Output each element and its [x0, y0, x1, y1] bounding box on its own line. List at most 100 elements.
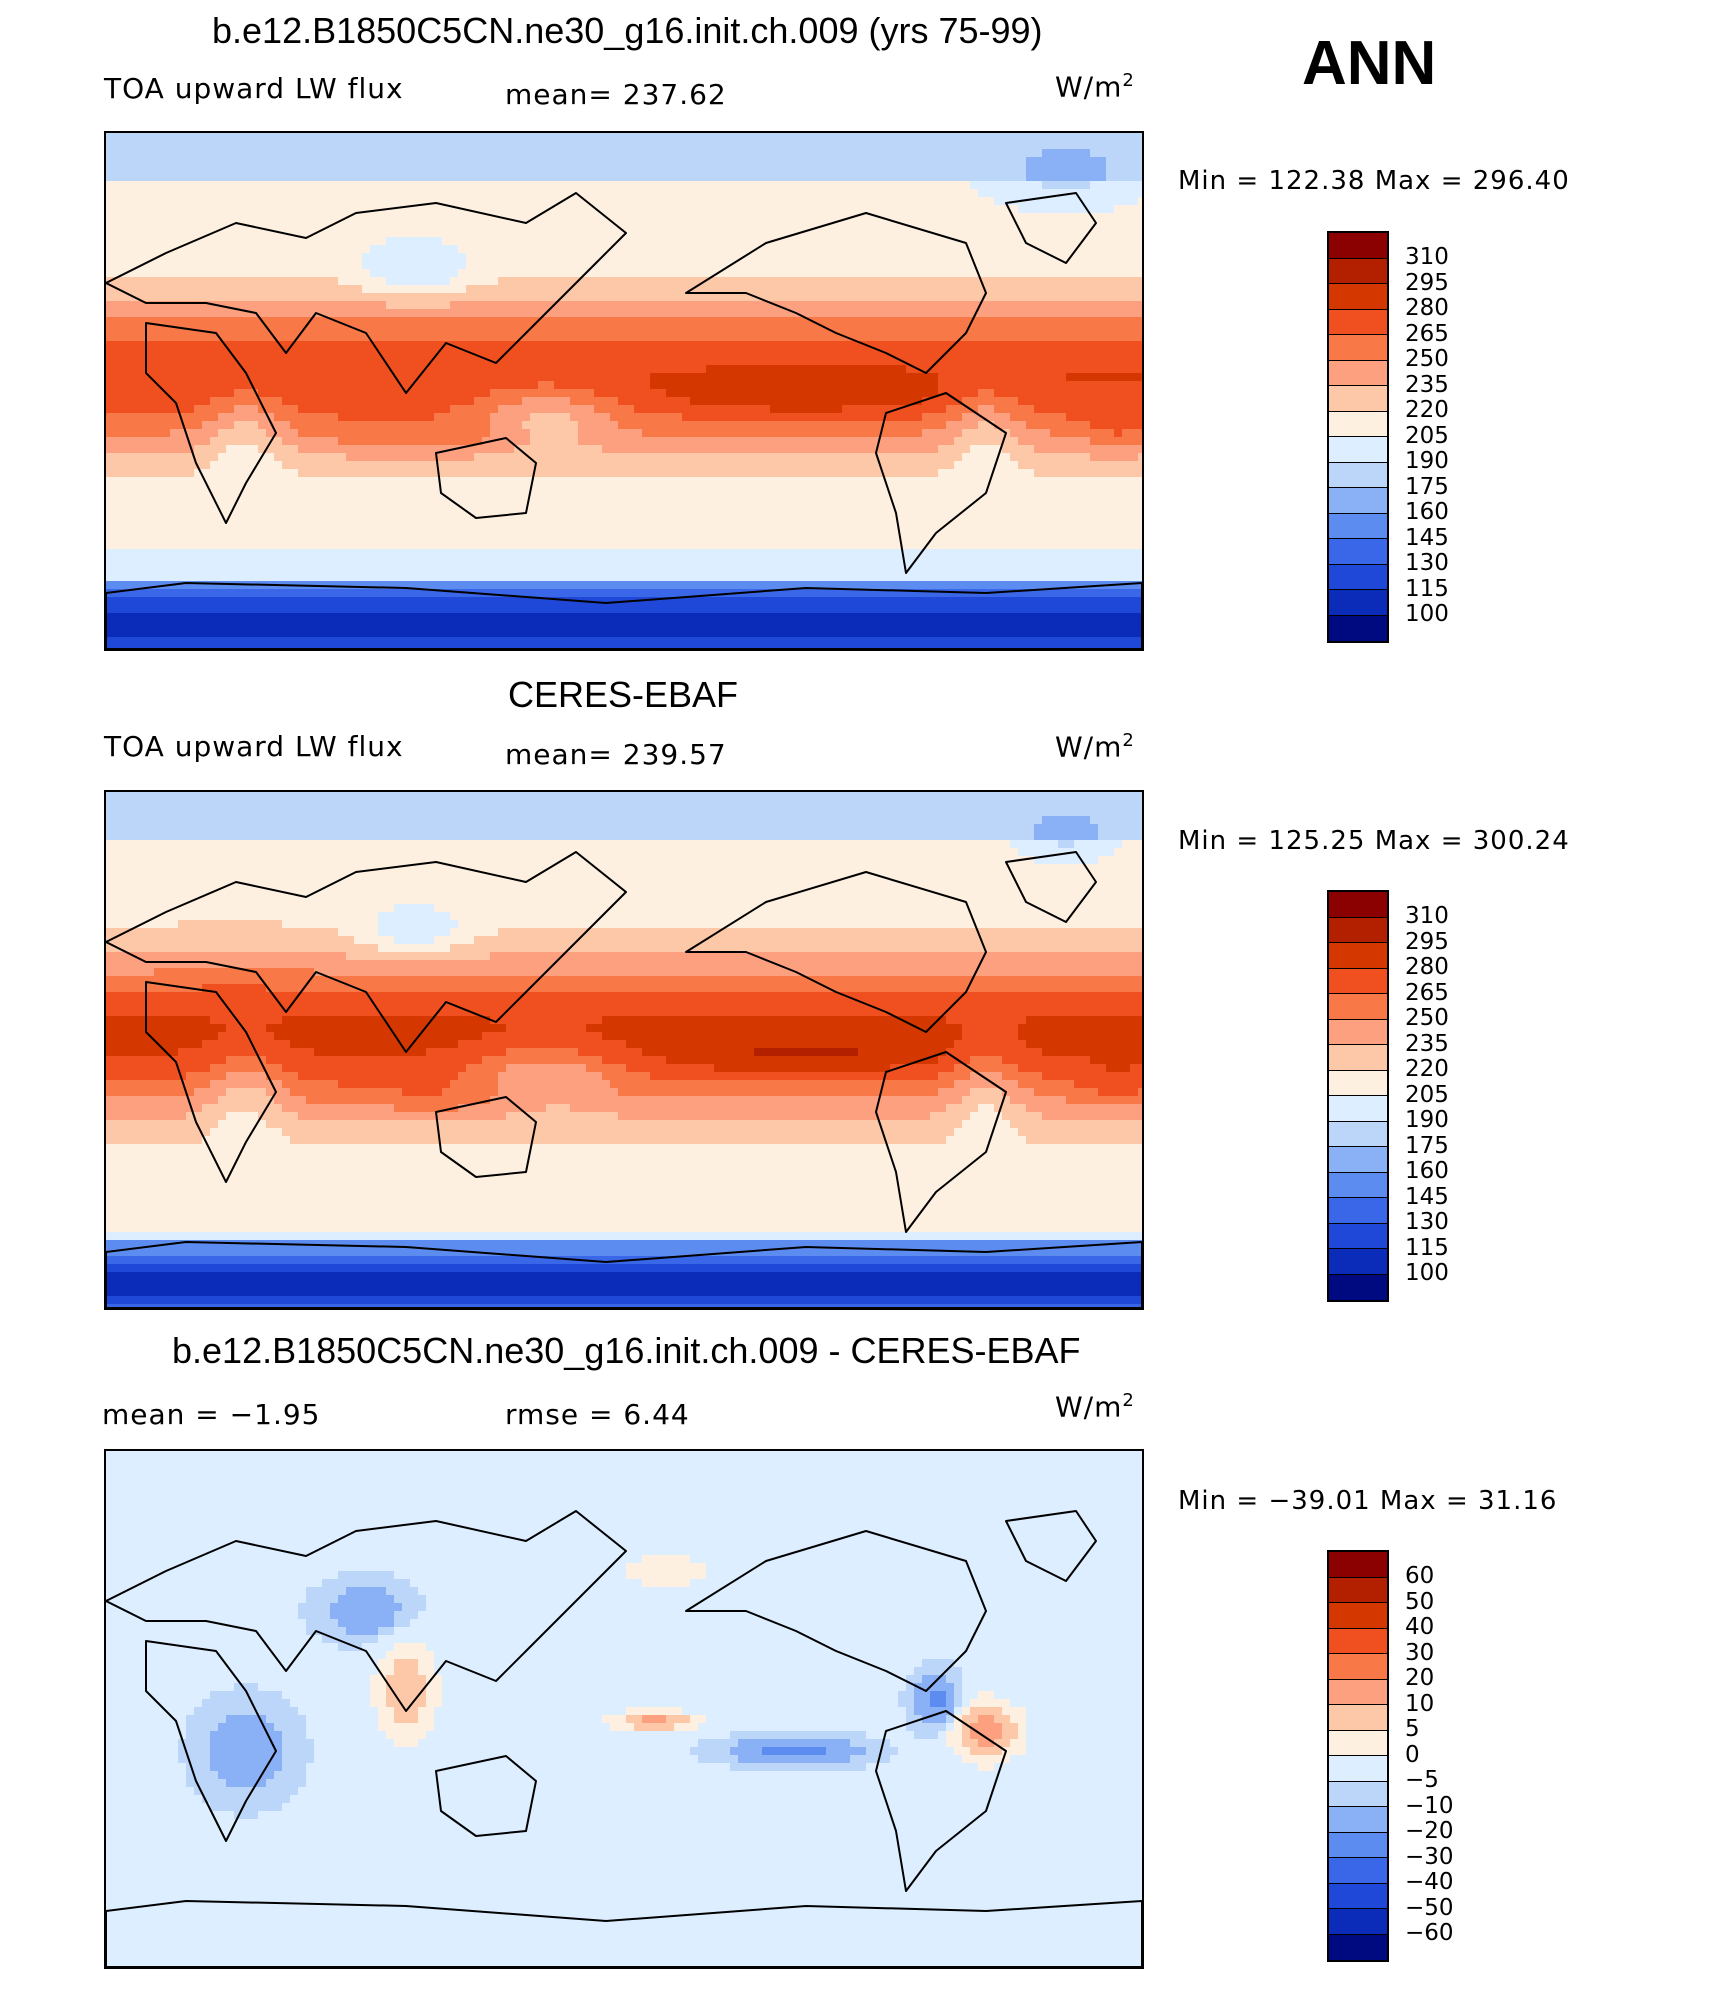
colorbar-swatch [1329, 1249, 1387, 1275]
panel2-minmax: Min = 125.25 Max = 300.24 [1178, 826, 1570, 856]
colorbar-tick-label: 5 [1405, 1716, 1454, 1743]
colorbar-swatch [1329, 590, 1387, 616]
colorbar-swatch [1329, 1858, 1387, 1884]
panel1-title: b.e12.B1850C5CN.ne30_g16.init.ch.009 (yr… [212, 10, 1043, 52]
colorbar-tick-label: 160 [1405, 499, 1449, 526]
panel1-units: W/m2 [1055, 70, 1135, 103]
colorbar-tick-label: 0 [1405, 1742, 1454, 1769]
colorbar-swatch [1329, 1832, 1387, 1858]
colorbar-tick-label: 250 [1405, 1005, 1449, 1032]
colorbar-tick-label: 295 [1405, 929, 1449, 956]
colorbar-tick-label: 145 [1405, 525, 1449, 552]
colorbar-swatch [1329, 943, 1387, 969]
colorbar-tick-label: 190 [1405, 448, 1449, 475]
colorbar-swatch [1329, 1909, 1387, 1935]
panel3-colorbar-labels: 60 50 40 30 20 10 5 0 −5 −10 −20 −30 −40 −50 −60 [1405, 1563, 1454, 1947]
colorbar-tick-label: −20 [1405, 1818, 1454, 1845]
colorbar-swatch [1329, 1223, 1387, 1249]
panel3-minmax: Min = −39.01 Max = 31.16 [1178, 1486, 1557, 1516]
colorbar-swatch [1329, 233, 1387, 259]
colorbar-swatch [1329, 539, 1387, 565]
colorbar-tick-label: 220 [1405, 397, 1449, 424]
colorbar-tick-label: 295 [1405, 270, 1449, 297]
colorbar-tick-label: 20 [1405, 1665, 1454, 1692]
panel2-colorbar-labels: 310 295 280 265 250 235 220 205 190 175 160 145 130 1… [1405, 903, 1449, 1287]
panel3-map [104, 1449, 1144, 1969]
panel1-contour-field [106, 133, 1142, 649]
colorbar-swatch [1329, 1603, 1387, 1629]
panel1-minmax: Min = 122.38 Max = 296.40 [1178, 166, 1570, 196]
colorbar-swatch [1329, 564, 1387, 590]
colorbar-tick-label: 250 [1405, 346, 1449, 373]
panel1-map [104, 131, 1144, 651]
panel1-variable-label: TOA upward LW flux [104, 72, 404, 105]
colorbar-swatch [1329, 411, 1387, 437]
colorbar-tick-label: −5 [1405, 1767, 1454, 1794]
colorbar-swatch [1329, 1628, 1387, 1654]
colorbar-swatch [1329, 360, 1387, 386]
colorbar-swatch [1329, 1045, 1387, 1071]
colorbar-tick-label: 190 [1405, 1107, 1449, 1134]
colorbar-swatch [1329, 335, 1387, 361]
panel1-colorbar [1327, 231, 1389, 643]
colorbar-swatch [1329, 437, 1387, 463]
colorbar-swatch [1329, 488, 1387, 514]
colorbar-swatch [1329, 1121, 1387, 1147]
colorbar-swatch [1329, 309, 1387, 335]
colorbar-tick-label: 175 [1405, 474, 1449, 501]
colorbar-tick-label: 160 [1405, 1158, 1449, 1185]
colorbar-swatch [1329, 1730, 1387, 1756]
colorbar-tick-label: 205 [1405, 1082, 1449, 1109]
colorbar-swatch [1329, 1198, 1387, 1224]
colorbar-swatch [1329, 1934, 1387, 1960]
panel2-variable-label: TOA upward LW flux [104, 730, 404, 763]
colorbar-tick-label: 220 [1405, 1056, 1449, 1083]
panel2-units: W/m2 [1055, 730, 1135, 763]
colorbar-tick-label: 265 [1405, 980, 1449, 1007]
colorbar-tick-label: 280 [1405, 954, 1449, 981]
colorbar-tick-label: −30 [1405, 1844, 1454, 1871]
colorbar-swatch [1329, 1552, 1387, 1578]
colorbar-swatch [1329, 1070, 1387, 1096]
colorbar-tick-label: 235 [1405, 372, 1449, 399]
colorbar-tick-label: 205 [1405, 423, 1449, 450]
colorbar-tick-label: 100 [1405, 1260, 1449, 1287]
colorbar-tick-label: 310 [1405, 244, 1449, 271]
panel3-contour-field [106, 1451, 1142, 1967]
colorbar-tick-label: 10 [1405, 1691, 1454, 1718]
colorbar-swatch [1329, 1781, 1387, 1807]
colorbar-tick-label: 115 [1405, 1235, 1449, 1262]
colorbar-swatch [1329, 1096, 1387, 1122]
colorbar-swatch [1329, 1705, 1387, 1731]
colorbar-swatch [1329, 615, 1387, 641]
panel3-rmse-label: rmse = 6.44 [505, 1398, 690, 1431]
colorbar-tick-label: 100 [1405, 601, 1449, 628]
colorbar-tick-label: 130 [1405, 1209, 1449, 1236]
panel3-colorbar [1327, 1550, 1389, 1962]
colorbar-tick-label: 175 [1405, 1133, 1449, 1160]
panel3-mean-label: mean = −1.95 [102, 1398, 320, 1431]
colorbar-tick-label: −60 [1405, 1920, 1454, 1947]
colorbar-tick-label: 145 [1405, 1184, 1449, 1211]
colorbar-swatch [1329, 1679, 1387, 1705]
colorbar-swatch [1329, 1577, 1387, 1603]
colorbar-tick-label: 310 [1405, 903, 1449, 930]
panel2-mean-label: mean= 239.57 [505, 738, 727, 771]
colorbar-swatch [1329, 1019, 1387, 1045]
colorbar-tick-label: 115 [1405, 576, 1449, 603]
colorbar-tick-label: 235 [1405, 1031, 1449, 1058]
panel1-mean-label: mean= 237.62 [505, 78, 727, 111]
colorbar-swatch [1329, 1274, 1387, 1300]
panel1-colorbar-labels: 310 295 280 265 250 235 220 205 190 175 160 145 130 1… [1405, 244, 1449, 628]
colorbar-swatch [1329, 917, 1387, 943]
colorbar-tick-label: −10 [1405, 1793, 1454, 1820]
colorbar-swatch [1329, 462, 1387, 488]
colorbar-swatch [1329, 386, 1387, 412]
colorbar-swatch [1329, 1883, 1387, 1909]
colorbar-tick-label: 130 [1405, 550, 1449, 577]
colorbar-tick-label: 30 [1405, 1640, 1454, 1667]
colorbar-swatch [1329, 1654, 1387, 1680]
panel2-title: CERES-EBAF [508, 674, 738, 716]
panel2-colorbar [1327, 890, 1389, 1302]
colorbar-swatch [1329, 968, 1387, 994]
